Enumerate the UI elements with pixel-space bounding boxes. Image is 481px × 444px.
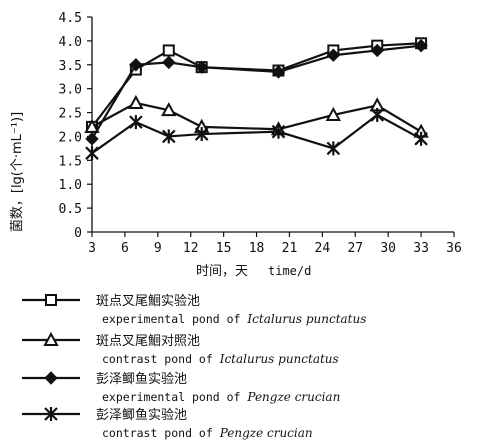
- diamond-marker: [162, 55, 176, 70]
- legend-sublabel: contrast pond of Ictalurus punctatus: [102, 352, 339, 366]
- legend-sublabel-prefix: experimental pond of: [102, 390, 247, 404]
- diamond-marker: [271, 65, 286, 79]
- star-marker: [194, 127, 209, 142]
- y-tick-label: 1.5: [59, 154, 82, 169]
- legend-item-3: 彭泽鲫鱼实验池 experimental pond of Pengze cruci…: [22, 371, 340, 404]
- series-3: [85, 38, 428, 146]
- y-tick-label: 2.5: [59, 107, 82, 122]
- square-marker: [45, 294, 57, 306]
- x-tick-label: 36: [446, 241, 462, 256]
- y-axis-title: 菌数，[lg(个·mL⁻¹)]: [10, 112, 25, 232]
- star-marker: [129, 115, 143, 130]
- legend-sublabel-species: Ictalurus punctatus: [219, 352, 339, 366]
- y-tick-label: 4.0: [59, 35, 82, 50]
- legend-item-1: 斑点叉尾鮰实验池 experimental pond of Ictalurus p…: [22, 293, 366, 326]
- square-marker: [162, 44, 175, 57]
- x-axis-title-english: time/d: [268, 264, 311, 278]
- x-tick-label: 21: [282, 241, 298, 256]
- diamond-marker: [370, 43, 384, 58]
- x-tick-label: 6: [121, 241, 129, 256]
- diamond-marker: [85, 132, 99, 146]
- y-tick-label: 2.0: [59, 130, 82, 145]
- star-marker: [326, 141, 341, 156]
- legend-label: 斑点叉尾鮰对照池: [96, 334, 200, 349]
- series-4: [85, 107, 428, 161]
- x-tick-label: 18: [249, 241, 265, 256]
- x-tick-label: 33: [413, 241, 429, 256]
- legend-sublabel: contrast pond of Pengze crucian: [102, 426, 313, 440]
- legend-label: 彭泽鲫鱼实验池: [96, 407, 187, 423]
- star-marker: [414, 131, 428, 146]
- legend-label: 斑点叉尾鮰实验池: [96, 293, 200, 309]
- legend-sublabel-prefix: contrast pond of: [102, 426, 220, 440]
- x-tick-label: 3: [88, 241, 96, 256]
- triangle-marker: [325, 106, 342, 121]
- legend-item-4: 彭泽鲫鱼实验池 contrast pond of Pengze crucian: [22, 407, 313, 440]
- series-line: [91, 42, 422, 128]
- star-marker: [271, 124, 286, 139]
- diamond-marker: [44, 371, 58, 385]
- triangle-marker: [43, 331, 59, 346]
- y-tick-label: 3.5: [59, 59, 82, 74]
- legend-item-2: 斑点叉尾鮰对照池 contrast pond of Ictalurus punct…: [22, 331, 339, 366]
- triangle-marker: [128, 94, 144, 109]
- diamond-marker: [129, 58, 143, 72]
- star-marker: [370, 107, 384, 122]
- diamond-marker: [326, 48, 341, 62]
- x-tick-label: 27: [347, 241, 363, 256]
- legend-sublabel-species: Pengze crucian: [219, 426, 313, 440]
- series-line: [91, 101, 422, 133]
- star-marker: [44, 407, 58, 421]
- plot-area: 00.51.01.52.02.53.03.54.04.5 3 6 9 12 15 18 21…: [59, 11, 462, 256]
- x-tick-label: 30: [380, 241, 396, 256]
- triangle-marker: [161, 102, 177, 117]
- y-tick-label: 1.0: [59, 178, 82, 193]
- x-tick-label: 15: [216, 241, 232, 256]
- x-ticks: 3 6 9 12 15 18 21 24 27 30 33 36: [88, 232, 462, 256]
- x-tick-label: 12: [183, 241, 199, 256]
- y-tick-label: 4.5: [59, 11, 82, 26]
- triangle-marker: [84, 118, 100, 133]
- y-ticks: 0 0.5 1.0 1.5 2.0 2.5 3.0 3.5 4.0 4.5: [59, 11, 92, 241]
- series-line: [91, 113, 422, 155]
- x-tick-label: 9: [154, 241, 162, 256]
- legend-sublabel-species: Pengze crucian: [246, 390, 340, 404]
- y-tick-label: 0: [74, 226, 82, 241]
- y-tick-label: 0.5: [59, 202, 82, 217]
- legend-sublabel: experimental pond of Ictalurus punctatus: [102, 312, 366, 326]
- x-axis-title: 时间，天: [196, 264, 248, 279]
- legend-sublabel-prefix: contrast pond of: [102, 352, 220, 366]
- legend-sublabel: experimental pond of Pengze crucian: [102, 390, 340, 404]
- x-tick-label: 24: [315, 241, 331, 256]
- legend-label: 彭泽鲫鱼实验池: [96, 371, 187, 387]
- diamond-marker: [414, 38, 428, 53]
- y-tick-label: 3.0: [59, 83, 82, 98]
- diamond-marker: [194, 60, 209, 74]
- legend: 斑点叉尾鮰实验池 experimental pond of Ictalurus p…: [22, 293, 366, 440]
- legend-sublabel-prefix: experimental pond of: [102, 312, 247, 326]
- star-marker: [85, 146, 99, 161]
- series-layer: [84, 37, 429, 161]
- star-marker: [162, 129, 176, 144]
- legend-sublabel-species: Ictalurus punctatus: [246, 312, 366, 326]
